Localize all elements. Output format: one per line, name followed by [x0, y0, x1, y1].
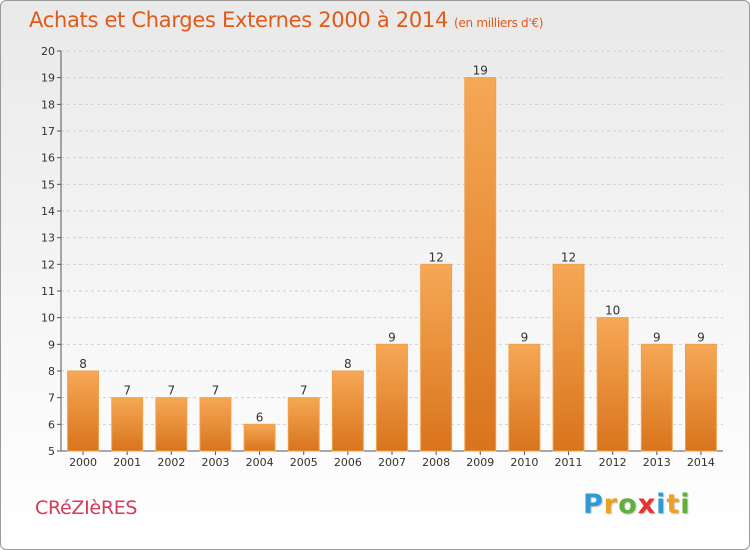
x-tick-label: 2009: [466, 456, 494, 469]
logo-letter: i: [656, 489, 667, 520]
bar-2001[interactable]: [111, 397, 144, 452]
logo-letter: P: [583, 489, 604, 520]
chart-title: Achats et Charges Externes 2000 à 2014 (e…: [29, 8, 543, 32]
bar-2004[interactable]: [243, 423, 276, 452]
x-tick-label: 2008: [422, 456, 450, 469]
axes: 5 6 7 8 9 10 11 12 13 14 15 16 17 18 19 20 2000 2001 2002 2…: [41, 45, 723, 469]
logo-letter: i: [680, 489, 691, 520]
bars: [67, 77, 717, 452]
data-label: 7: [168, 384, 176, 398]
data-label: 9: [653, 330, 661, 344]
bar-2003[interactable]: [199, 397, 232, 452]
data-label: 19: [473, 64, 488, 78]
y-tick-label: 12: [41, 258, 55, 271]
bar-2006[interactable]: [331, 370, 364, 452]
x-tick-label: 2001: [113, 456, 141, 469]
data-label: 7: [123, 384, 131, 398]
x-tick-label: 2005: [290, 456, 318, 469]
bar-2010[interactable]: [508, 343, 541, 452]
y-tick-label: 9: [48, 338, 55, 351]
logo-letter: r: [603, 489, 619, 520]
x-tick-label: 2010: [510, 456, 538, 469]
proxiti-logo[interactable]: Proxiti: [583, 489, 691, 520]
bar-2008[interactable]: [420, 263, 453, 452]
x-tick-label: 2006: [334, 456, 362, 469]
data-label: 7: [300, 384, 308, 398]
y-tick-label: 14: [41, 205, 55, 218]
y-tick-label: 16: [41, 152, 55, 165]
bar-2005[interactable]: [287, 397, 320, 452]
data-label: 9: [697, 330, 705, 344]
data-label: 8: [344, 357, 352, 371]
y-tick-label: 5: [48, 445, 55, 458]
data-label: 7: [212, 384, 220, 398]
x-tick-label: 2004: [246, 456, 274, 469]
data-label: 10: [605, 304, 620, 318]
x-tick-label: 2013: [643, 456, 671, 469]
x-tick-label: 2012: [599, 456, 627, 469]
commune-name: CRéZIèRES: [35, 497, 138, 519]
data-label: 9: [521, 330, 529, 344]
y-tick-label: 15: [41, 178, 55, 191]
data-label: 6: [256, 410, 264, 424]
x-tick-label: 2002: [157, 456, 185, 469]
y-tick-label: 17: [41, 125, 55, 138]
bar-2011[interactable]: [552, 263, 585, 452]
bar-2009[interactable]: [464, 77, 497, 452]
bar-2002[interactable]: [155, 397, 188, 452]
y-tick-label: 10: [41, 312, 55, 325]
chart-unit: (en milliers d'€): [454, 16, 544, 30]
x-tick-label: 2014: [687, 456, 715, 469]
x-tick-label: 2007: [378, 456, 406, 469]
data-label: 12: [428, 250, 443, 264]
bar-2000[interactable]: [67, 370, 100, 452]
logo-letter: o: [618, 489, 638, 520]
y-tick-label: 11: [41, 285, 55, 298]
y-tick-label: 13: [41, 232, 55, 245]
y-tick-label: 6: [48, 418, 55, 431]
data-labels: 8 7 7 7 6 7 8 9 12 19 9 12 10 9 9: [79, 64, 705, 425]
data-label: 8: [79, 357, 87, 371]
x-tick-label: 2000: [69, 456, 97, 469]
logo-letter: x: [637, 489, 657, 520]
y-tick-label: 8: [48, 365, 55, 378]
bar-2012[interactable]: [596, 317, 629, 452]
data-label: 12: [561, 250, 576, 264]
data-label: 9: [388, 330, 396, 344]
bar-2014[interactable]: [684, 343, 717, 452]
x-tick-label: 2003: [201, 456, 229, 469]
y-tick-label: 18: [41, 98, 55, 111]
y-tick-label: 19: [41, 72, 55, 85]
logo-letter: t: [666, 489, 681, 520]
y-tick-label: 7: [48, 392, 55, 405]
x-tick-label: 2011: [555, 456, 583, 469]
chart-title-text: Achats et Charges Externes 2000 à 2014: [29, 8, 449, 32]
y-tick-label: 20: [41, 45, 55, 58]
bar-2013[interactable]: [640, 343, 673, 452]
bar-2007[interactable]: [376, 343, 408, 452]
